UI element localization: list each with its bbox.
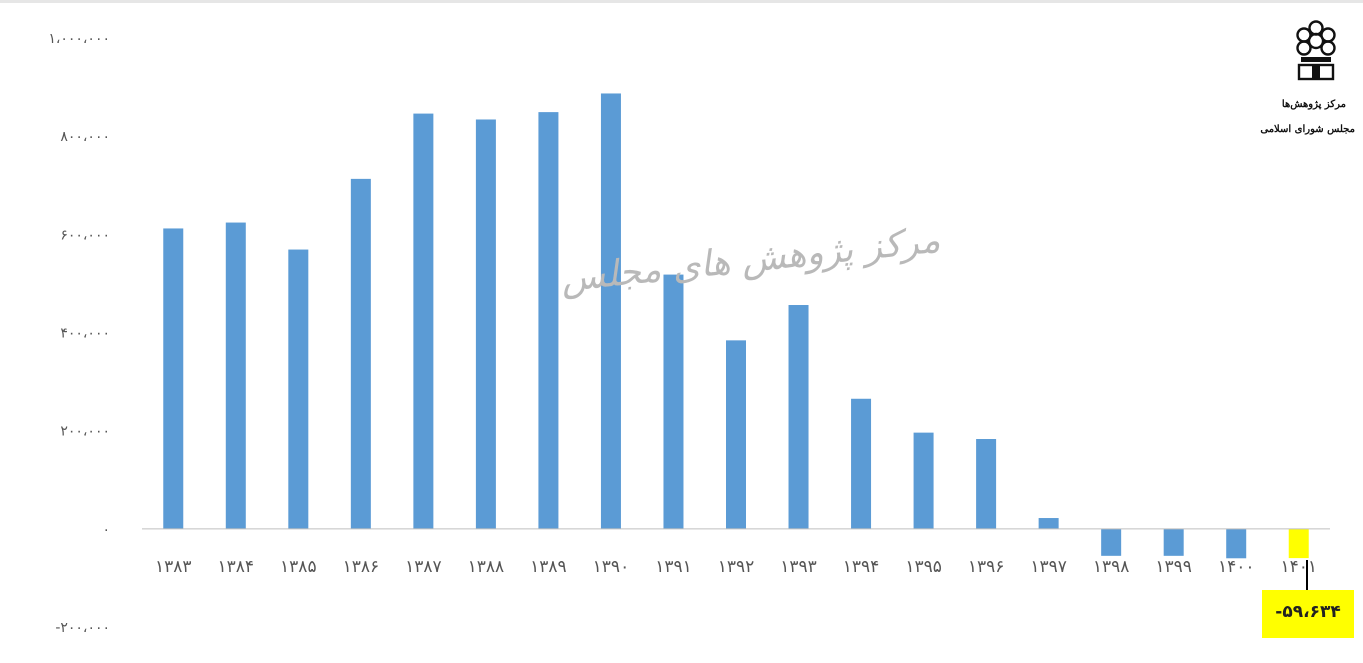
logo: مرکز پژوهش‌ها مجلس شورای اسلامی (1260, 20, 1355, 135)
y-axis: -۲۰۰،۰۰۰ ۰ ۲۰۰،۰۰۰ ۴۰۰،۰۰۰ ۶۰۰،۰۰۰ ۸۰۰،۰۰۰ ۱،۰… (48, 31, 110, 636)
bar (1163, 528, 1184, 556)
logo-emblem-icon (1296, 20, 1336, 81)
x-tick-label: ۱۳۹۶ (968, 557, 1005, 577)
x-tick-label: ۱۳۹۷ (1030, 557, 1067, 577)
y-tick-label: ۲۰۰،۰۰۰ (60, 424, 110, 440)
x-tick-label: ۱۳۸۳ (155, 557, 192, 577)
x-tick-label: ۱۳۹۰ (593, 557, 630, 577)
bar (851, 398, 872, 529)
logo-line-1: مرکز پژوهش‌ها (1282, 99, 1346, 110)
x-tick-label: ۱۳۹۴ (843, 557, 880, 577)
bar (726, 340, 746, 529)
x-tick-label: ۱۴۰۱ (1280, 557, 1317, 577)
bar (788, 305, 809, 529)
x-tick-label: ۱۳۸۶ (343, 557, 380, 577)
y-tick-label: ۱،۰۰۰،۰۰۰ (48, 31, 110, 47)
y-tick-label: ۰ (102, 522, 110, 538)
x-tick-label: ۱۳۹۳ (780, 557, 817, 577)
bar (1101, 528, 1122, 556)
y-tick-label: ۴۰۰،۰۰۰ (60, 326, 110, 342)
x-tick-label: ۱۳۸۵ (280, 557, 317, 577)
y-tick-label: ۸۰۰،۰۰۰ (60, 129, 110, 145)
bar (913, 432, 934, 529)
x-tick-label: ۱۳۸۹ (530, 557, 567, 577)
x-axis: ۱۳۸۳ ۱۳۸۴ ۱۳۸۵ ۱۳۸۶ ۱۳۸۷ ۱۳۸۸ ۱۳۸۹ ۱۳۹۰ ۱۳۹۱ ۱۳۹۲… (155, 557, 1317, 577)
value-callout: -۵۹،۶۳۴ (1262, 560, 1354, 638)
x-tick-label: ۱۳۹۱ (655, 557, 692, 577)
x-tick-label: ۱۳۹۸ (1093, 557, 1130, 577)
y-tick-label: -۲۰۰،۰۰۰ (55, 620, 110, 636)
bar (600, 93, 621, 529)
callout-background (1262, 590, 1354, 638)
logo-line-2: مجلس شورای اسلامی (1260, 124, 1355, 135)
y-tick-label: ۶۰۰،۰۰۰ (60, 227, 110, 243)
bar (1038, 518, 1059, 529)
bar (225, 222, 246, 529)
bar (1226, 528, 1247, 559)
bar (288, 249, 309, 529)
bar (976, 439, 997, 529)
x-tick-label: ۱۳۸۸ (468, 557, 505, 577)
bar (475, 119, 496, 529)
bar (163, 228, 184, 529)
x-tick-label: ۱۳۹۹ (1155, 557, 1192, 577)
bar (1288, 528, 1309, 559)
bar (538, 112, 559, 529)
bars (163, 93, 1309, 559)
x-tick-label: ۱۴۰۰ (1218, 557, 1255, 577)
bar (413, 113, 434, 529)
callout-value: -۵۹،۶۳۴ (1275, 602, 1340, 622)
x-tick-label: ۱۳۸۷ (405, 557, 442, 577)
x-tick-label: ۱۳۹۲ (718, 557, 755, 577)
bar (663, 274, 684, 529)
x-tick-label: ۱۳۸۴ (218, 557, 255, 577)
x-tick-label: ۱۳۹۵ (905, 557, 942, 577)
bar (350, 178, 371, 529)
